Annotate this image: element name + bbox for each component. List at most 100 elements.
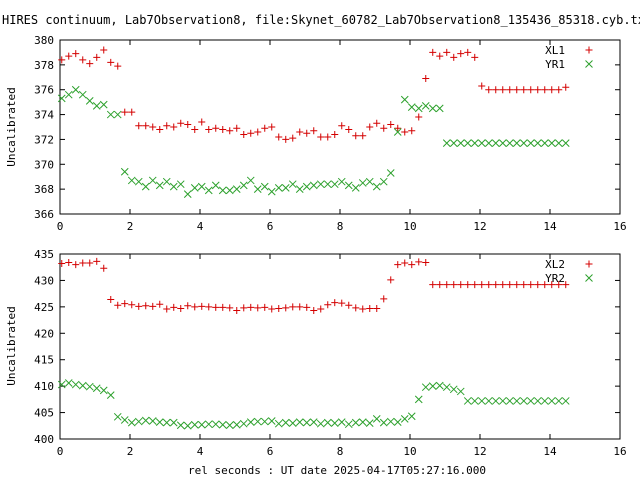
top-yr1-point: [309, 181, 318, 190]
top-yr1-point: [176, 180, 185, 189]
top-yr1-point: [358, 179, 367, 187]
bottom-xl2-point: [373, 304, 381, 312]
top-xl1-point: [415, 113, 423, 121]
bottom-xl2-point: [422, 258, 430, 266]
top-yr1-point: [540, 139, 549, 148]
top-yr1-point: [197, 182, 206, 191]
bottom-xl2-point: [520, 281, 528, 289]
bottom-xl2-point: [205, 303, 213, 311]
bottom-xl2-point: [72, 261, 80, 269]
top-xl1-point: [289, 134, 297, 142]
top-xl1-point: [212, 124, 220, 132]
bottom-yr2-point: [561, 397, 570, 405]
top-xl1-point: [191, 125, 199, 133]
bottom-xl2-point: [457, 281, 465, 289]
bottom-yr2-point: [491, 397, 500, 405]
bottom-xl2-point: [555, 281, 563, 289]
top-yr1-point: [211, 181, 220, 190]
bottom-xl2-point: [401, 259, 409, 267]
top-yr1-point: [365, 177, 374, 186]
top-y-tick-label: 374: [34, 109, 54, 122]
top-yr1-point: [260, 182, 269, 191]
bottom-yr2-point: [512, 397, 521, 405]
top-xl1-point: [128, 108, 136, 116]
bottom-yr2-point: [470, 397, 479, 405]
bottom-xl2-point: [142, 302, 150, 310]
bottom-xl2-point: [499, 281, 507, 289]
bottom-yr2-point: [141, 416, 150, 425]
top-yr1-point: [106, 110, 115, 119]
top-xl1-point: [555, 86, 563, 94]
top-xl1-point: [429, 48, 437, 56]
top-legend-marker-xl1: [585, 46, 593, 54]
top-x-tick-label: 0: [57, 220, 64, 233]
bottom-y-tick-label: 420: [34, 327, 54, 340]
top-yr1-point: [379, 177, 388, 186]
bottom-yr2-point: [519, 397, 528, 405]
top-yr1-point: [120, 167, 129, 176]
bottom-yr2-point: [204, 420, 213, 429]
bottom-yr2-point: [288, 419, 297, 427]
bottom-xl2-point: [135, 302, 143, 310]
bottom-xl2-point: [79, 259, 87, 267]
top-xl1-point: [100, 46, 108, 54]
top-yr1-point: [512, 139, 521, 148]
bottom-xl2-point: [163, 305, 171, 313]
top-yr1-point: [470, 139, 479, 148]
x-axis-label: rel seconds : UT date 2025-04-17T05:27:1…: [188, 464, 486, 477]
top-xl1-point: [562, 83, 570, 91]
top-xl1-point: [205, 125, 213, 133]
bottom-y-tick-label: 430: [34, 274, 54, 287]
bottom-yr2-point: [57, 380, 66, 389]
top-xl1-point: [338, 122, 346, 130]
top-xl1-point: [352, 132, 360, 140]
bottom-yr2-point: [78, 381, 87, 390]
top-x-tick-label: 12: [473, 220, 486, 233]
top-xl1-point: [156, 125, 164, 133]
top-yr1-point: [351, 184, 360, 192]
bottom-xl2-point: [191, 303, 199, 311]
top-yr1-point: [414, 104, 423, 113]
top-xl1-point: [317, 133, 325, 141]
top-y-tick-label: 366: [34, 208, 54, 221]
bottom-xl2-point: [247, 303, 255, 311]
top-yr1-point: [225, 186, 234, 195]
bottom-yr2-point: [372, 415, 381, 423]
top-xl1-point: [499, 86, 507, 94]
bottom-legend-marker-yr2: [585, 274, 593, 282]
top-yr1-point: [274, 184, 283, 192]
bottom-yr2-point: [253, 417, 262, 426]
top-yr1-point: [533, 139, 542, 148]
top-legend-label-yr1: YR1: [545, 58, 565, 71]
top-yr1-point: [99, 100, 108, 109]
top-y-tick-label: 372: [34, 133, 54, 146]
top-yr1-point: [85, 97, 94, 105]
bottom-xl2-point: [436, 281, 444, 289]
bottom-x-tick-label: 12: [473, 445, 486, 458]
bottom-yr2-point: [407, 412, 416, 421]
top-yr1-point: [239, 181, 248, 190]
bottom-xl2-point: [170, 303, 178, 311]
top-yr1-point: [547, 139, 556, 148]
bottom-yr2-point: [309, 418, 318, 426]
top-xl1-point: [65, 52, 73, 60]
bottom-xl2-point: [86, 259, 94, 267]
top-yr1-point: [344, 181, 353, 190]
bottom-y-tick-label: 435: [34, 248, 54, 261]
top-xl1-point: [282, 135, 290, 143]
bottom-yr2-point: [302, 418, 311, 427]
bottom-yr2-point: [442, 383, 451, 392]
top-xl1-point: [387, 121, 395, 129]
top-xl1-point: [359, 132, 367, 140]
top-xl1-point: [198, 118, 206, 126]
top-xl1-point: [394, 124, 402, 132]
top-yr1-point: [505, 139, 514, 148]
top-xl1-point: [58, 56, 66, 64]
bottom-xl2-point: [100, 264, 108, 272]
bottom-yr2-point: [106, 391, 115, 399]
top-xl1-point: [450, 53, 458, 61]
bottom-xl2-point: [415, 258, 423, 266]
bottom-xl2-point: [338, 299, 346, 307]
bottom-xl2-point: [107, 295, 115, 303]
